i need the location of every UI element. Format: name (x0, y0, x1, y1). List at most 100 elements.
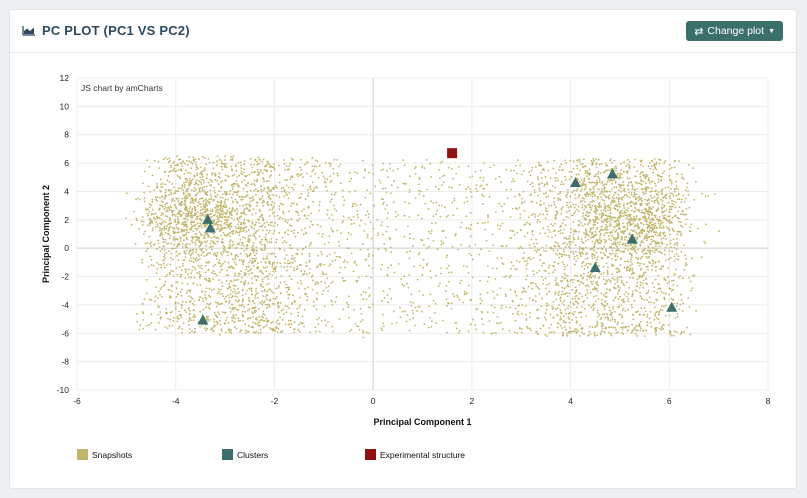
snapshot-dot (395, 215, 397, 218)
snapshot-dot (588, 181, 591, 184)
snapshot-dot (676, 313, 679, 315)
snapshot-dot (233, 326, 236, 328)
snapshot-dot (651, 259, 654, 261)
snapshot-dot (318, 330, 321, 333)
snapshot-dot (212, 167, 215, 170)
snapshot-dot (628, 167, 631, 170)
snapshot-dot (269, 190, 272, 193)
snapshot-dot (565, 238, 568, 240)
snapshot-dot (620, 163, 622, 165)
snapshot-dot (396, 186, 399, 189)
snapshot-dot (632, 329, 635, 331)
snapshot-dot (271, 166, 274, 169)
snapshot-dot (614, 287, 617, 290)
snapshot-dot (292, 188, 295, 191)
snapshot-dot (330, 282, 332, 285)
snapshot-dot (176, 320, 179, 323)
snapshot-dot (289, 244, 291, 247)
snapshot-dot (486, 280, 489, 283)
snapshot-dot (431, 320, 433, 323)
change-plot-button[interactable]: ⇄ Change plot ▼ (686, 21, 783, 41)
snapshot-dot (366, 189, 368, 192)
snapshot-dot (229, 311, 232, 313)
snapshot-dot (355, 204, 358, 207)
snapshot-dot (593, 195, 596, 197)
snapshot-dot (343, 199, 346, 202)
snapshot-dot (195, 257, 198, 259)
snapshot-dot (676, 173, 679, 176)
snapshot-dot (682, 277, 684, 280)
snapshot-dot (639, 295, 642, 297)
snapshot-dot (311, 224, 314, 226)
snapshot-dot (282, 319, 284, 321)
snapshot-dot (289, 224, 291, 227)
snapshot-dot (262, 272, 264, 275)
snapshot-dot (466, 200, 469, 203)
snapshot-dot (603, 194, 606, 197)
snapshot-dot (529, 311, 531, 314)
snapshot-dot (618, 249, 620, 252)
snapshot-dot (645, 208, 647, 210)
snapshot-dot (514, 290, 517, 293)
snapshot-dot (514, 319, 517, 322)
snapshot-dot (634, 236, 637, 239)
snapshot-dot (575, 173, 578, 176)
snapshot-dot (561, 261, 564, 263)
snapshot-dot (279, 292, 282, 294)
snapshot-dot (435, 322, 437, 324)
snapshot-dot (205, 163, 208, 166)
snapshot-dot (610, 314, 612, 316)
snapshot-dot (153, 243, 156, 246)
snapshot-dot (602, 272, 605, 274)
snapshot-dot (630, 253, 633, 255)
snapshot-dot (209, 252, 212, 254)
snapshot-dot (644, 252, 647, 254)
snapshot-dot (663, 305, 665, 308)
snapshot-dot (269, 288, 271, 290)
snapshot-dot (680, 299, 683, 301)
snapshot-dot (185, 249, 188, 252)
snapshot-dot (580, 185, 583, 187)
snapshot-dot (271, 274, 274, 276)
snapshot-dot (544, 183, 546, 186)
snapshot-dot (228, 243, 231, 246)
snapshot-dot (424, 202, 427, 205)
snapshot-dot (668, 293, 671, 296)
snapshot-dot (611, 312, 614, 315)
snapshot-dot (586, 289, 589, 291)
snapshot-dot (372, 303, 374, 306)
snapshot-dot (199, 275, 201, 278)
snapshot-dot (164, 215, 167, 217)
snapshot-dot (373, 204, 376, 207)
snapshot-dot (559, 199, 562, 201)
snapshot-dot (451, 245, 454, 248)
snapshot-dot (236, 176, 239, 178)
snapshot-dot (584, 264, 587, 267)
snapshot-dot (627, 163, 630, 166)
snapshot-dot (601, 182, 603, 185)
snapshot-dot (330, 299, 333, 302)
snapshot-dot (247, 219, 249, 222)
snapshot-dot (257, 296, 259, 299)
snapshot-dot (397, 263, 400, 265)
snapshot-dot (384, 247, 387, 250)
snapshot-dot (571, 176, 573, 178)
snapshot-dot (557, 179, 560, 182)
snapshot-dot (168, 271, 171, 274)
snapshot-dot (190, 319, 193, 322)
snapshot-dot (270, 321, 272, 324)
snapshot-dot (164, 170, 167, 173)
snapshot-dot (565, 204, 568, 207)
snapshot-dot (352, 270, 355, 273)
snapshot-dot (643, 247, 646, 250)
snapshot-dot (661, 309, 664, 312)
snapshot-dot (270, 165, 272, 167)
snapshot-dot (240, 329, 243, 332)
snapshot-dot (429, 317, 431, 319)
snapshot-dot (695, 181, 697, 183)
snapshot-dot (185, 181, 187, 184)
snapshot-dot (537, 178, 540, 181)
snapshot-dot (652, 223, 655, 226)
snapshot-dot (243, 226, 245, 229)
